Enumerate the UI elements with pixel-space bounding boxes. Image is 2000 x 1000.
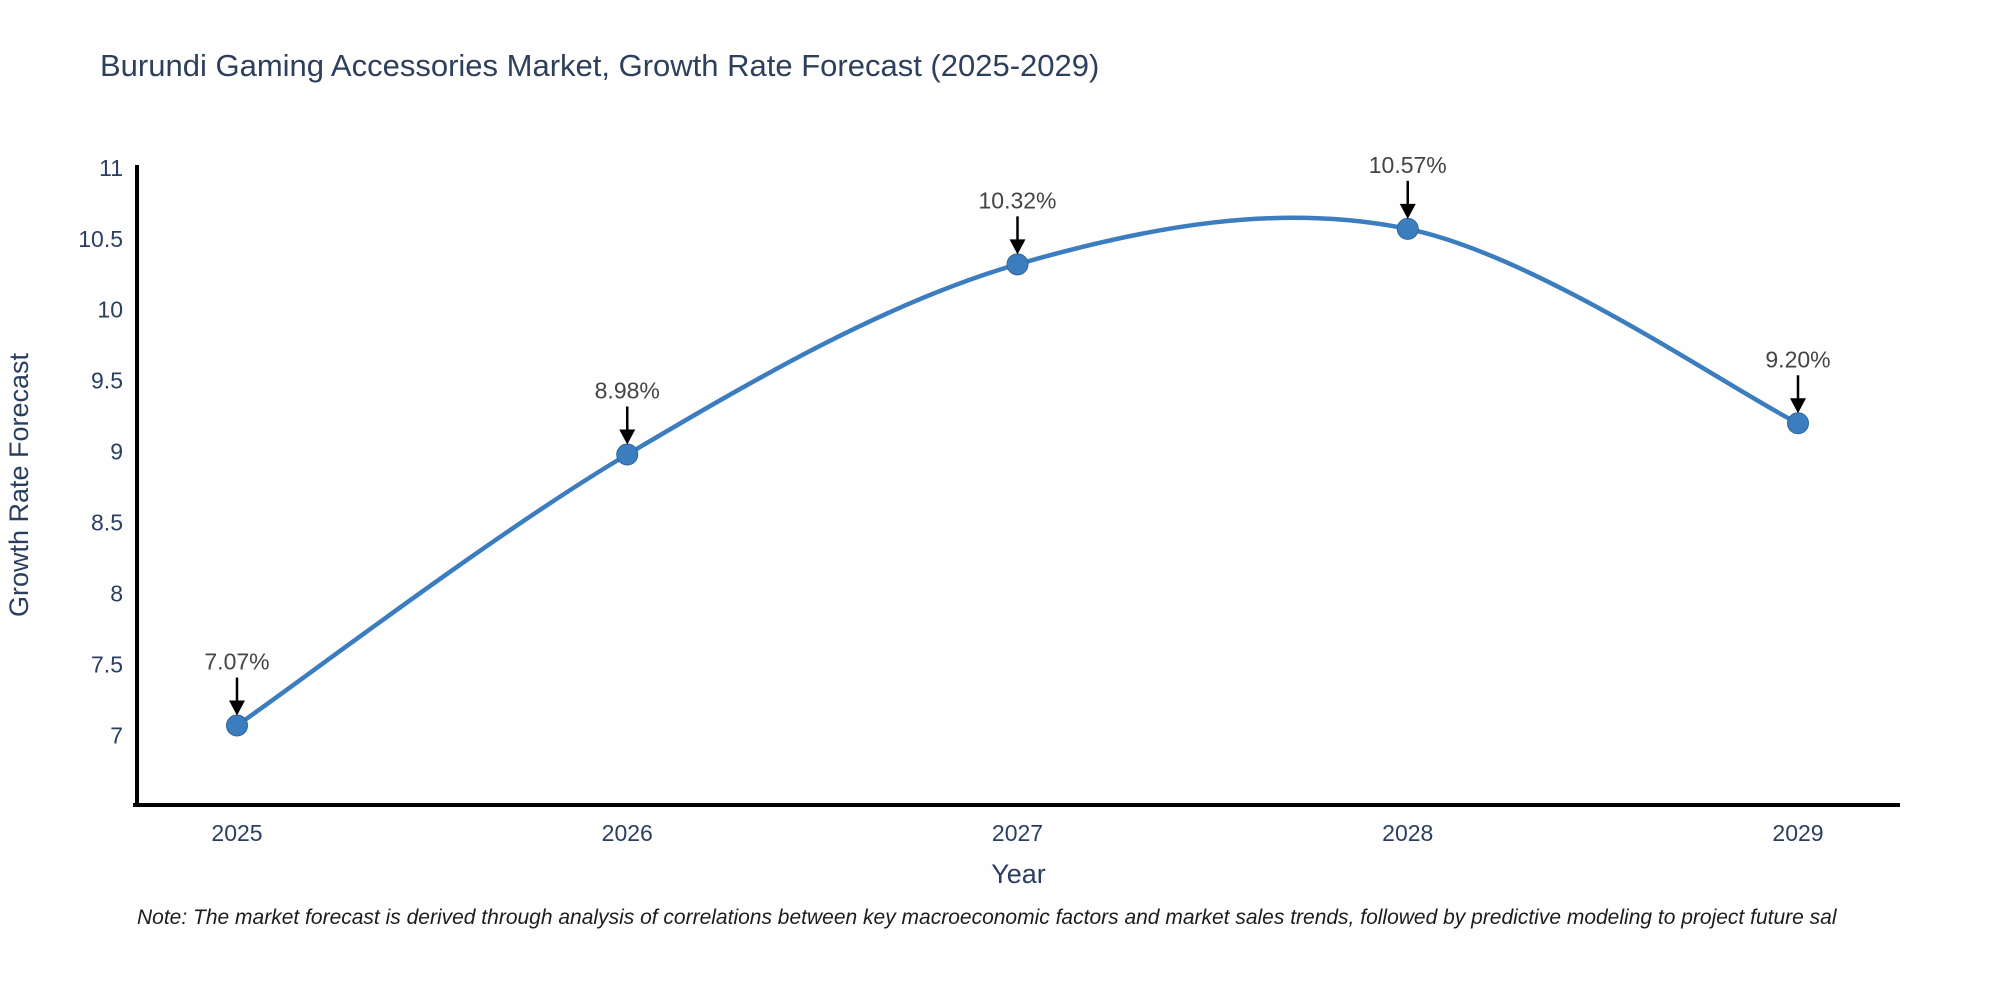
trend-line — [234, 215, 1801, 728]
x-axis-title: Year — [991, 859, 1046, 889]
data-point-2026 — [616, 443, 639, 466]
data-point-2029 — [1787, 412, 1809, 435]
chart-title: Burundi Gaming Accessories Market, Growt… — [100, 48, 1100, 83]
x-tick-label: 2029 — [1772, 820, 1823, 846]
annotation-label-2029: 9.20% — [1765, 346, 1830, 372]
annotation-arrowhead-icon — [229, 700, 245, 716]
y-tick-label: 10 — [97, 297, 123, 323]
y-tick-label: 7.5 — [91, 652, 123, 678]
annotation-label-2026: 8.98% — [595, 377, 660, 403]
y-tick-label: 9.5 — [91, 368, 123, 394]
data-point-2028 — [1396, 217, 1419, 240]
y-tick-label: 10.5 — [78, 226, 123, 252]
y-tick-label: 7 — [110, 722, 123, 748]
footnote: Note: The market forecast is derived thr… — [137, 906, 1837, 929]
annotation-label-2027: 10.32% — [978, 187, 1056, 213]
annotation-arrowhead-icon — [1009, 239, 1026, 255]
y-tick-label: 8 — [110, 581, 123, 607]
x-tick-label: 2025 — [211, 820, 262, 846]
x-tick-label: 2027 — [992, 820, 1043, 846]
x-tick-label: 2026 — [602, 820, 653, 846]
y-tick-label: 11 — [99, 155, 123, 181]
y-tick-label: 8.5 — [91, 510, 123, 536]
x-tick-label: 2028 — [1382, 820, 1433, 846]
annotation-arrowhead-icon — [619, 429, 636, 445]
annotation-arrowhead-icon — [1399, 203, 1416, 219]
annotation-arrowhead-icon — [1790, 398, 1806, 414]
annotation-label-2025: 7.07% — [204, 649, 269, 675]
y-axis-title: Growth Rate Forecast — [4, 352, 34, 617]
annotation-label-2028: 10.57% — [1369, 152, 1447, 178]
axis-lines — [133, 165, 1900, 807]
data-point-2027 — [1006, 253, 1029, 276]
y-tick-label: 9 — [110, 439, 123, 465]
data-point-2025 — [226, 714, 248, 737]
